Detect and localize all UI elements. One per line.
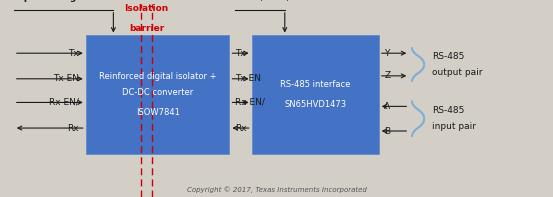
- Bar: [86, 35, 229, 154]
- Text: Tx EN: Tx EN: [235, 74, 261, 83]
- Text: Input voltage 5 V: Input voltage 5 V: [14, 0, 102, 2]
- Text: VISO (3.3 V): VISO (3.3 V): [235, 0, 290, 2]
- Text: B: B: [384, 126, 390, 136]
- Text: Z: Z: [384, 71, 390, 80]
- Text: DC-DC converter: DC-DC converter: [122, 88, 193, 97]
- Text: Tx EN: Tx EN: [53, 74, 79, 83]
- Text: RS-485: RS-485: [432, 52, 465, 61]
- Text: A: A: [384, 102, 390, 111]
- Text: Tx: Tx: [235, 49, 246, 58]
- Text: Rx EN/: Rx EN/: [49, 98, 79, 107]
- Text: RS-485: RS-485: [432, 106, 465, 115]
- Text: barrier: barrier: [129, 24, 164, 33]
- Text: Isolation: Isolation: [124, 4, 169, 13]
- Text: RS-485 interface: RS-485 interface: [280, 80, 351, 89]
- Text: Reinforced digital isolator +: Reinforced digital isolator +: [99, 72, 216, 81]
- Text: input pair: input pair: [432, 122, 477, 131]
- Text: output pair: output pair: [432, 68, 483, 77]
- Bar: [252, 35, 379, 154]
- Text: Y: Y: [384, 49, 390, 58]
- Text: Tx: Tx: [69, 49, 79, 58]
- Text: ISOW7841: ISOW7841: [135, 108, 180, 117]
- Text: Rx: Rx: [67, 124, 79, 133]
- Text: Rx: Rx: [235, 124, 247, 133]
- Text: SN65HVD1473: SN65HVD1473: [284, 100, 346, 109]
- Text: Rx EN/: Rx EN/: [235, 98, 265, 107]
- Text: Copyright © 2017, Texas Instruments Incorporated: Copyright © 2017, Texas Instruments Inco…: [186, 186, 367, 193]
